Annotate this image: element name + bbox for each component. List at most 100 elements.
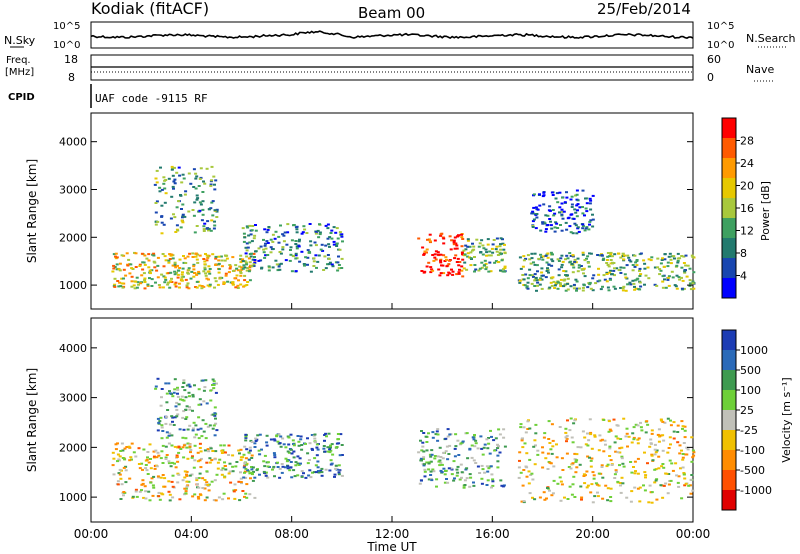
data-cell [645,420,649,423]
data-cell [588,202,592,205]
data-cell [581,212,585,215]
data-cell [647,258,651,261]
data-cell [143,485,147,488]
data-cell [439,461,443,464]
data-cell [198,254,202,257]
data-cell [666,492,670,495]
data-cell [328,451,332,454]
data-cell [429,455,433,458]
data-cell [186,484,190,487]
colorbar-tick-label: -1000 [740,484,772,497]
data-cell [202,400,206,403]
data-cell [244,457,248,460]
data-cell [137,283,140,286]
data-cell [654,479,658,482]
data-cell [247,270,251,273]
data-cell [161,444,165,447]
data-cell [426,238,429,241]
data-cell [488,250,492,253]
data-cell [278,268,282,271]
data-cell [197,270,201,273]
data-cell [573,452,577,455]
data-cell [446,458,450,461]
data-cell [605,465,609,468]
data-cell [588,252,591,255]
data-cell [214,257,218,260]
data-cell [250,471,254,474]
data-cell [661,449,665,452]
data-cell [199,403,203,406]
data-cell [548,209,552,212]
data-cell [666,265,670,268]
data-cell [277,265,281,268]
data-cell [155,269,159,272]
data-cell [581,227,585,230]
data-cell [690,474,694,476]
data-cell [198,209,202,212]
data-cell [591,218,595,221]
data-cell [273,454,277,456]
data-cell [213,277,217,280]
data-cell [535,213,539,215]
data-cell [489,429,492,432]
data-cell [659,484,663,487]
data-cell [213,414,217,417]
data-cell [209,389,213,392]
data-cell [613,253,617,256]
data-cell [460,269,464,272]
data-cell [658,273,662,276]
data-cell [314,441,317,444]
data-cell [650,501,654,504]
data-cell [589,491,593,494]
data-cell [185,284,189,287]
data-cell [175,454,179,457]
data-cell [215,216,219,218]
data-cell [483,443,487,446]
data-cell [141,479,145,482]
data-cell [292,456,296,459]
data-cell [628,281,632,284]
data-cell [150,285,154,287]
data-cell [220,469,224,472]
data-cell [678,452,682,455]
data-cell [118,455,122,458]
data-cell [472,484,476,487]
data-cell [556,227,560,229]
data-cell [315,446,319,449]
data-cell [144,490,148,493]
data-cell [589,208,593,211]
data-cell [548,205,552,208]
data-cell [606,252,610,254]
data-cell [442,272,446,275]
data-cell [188,252,192,255]
data-cell [689,492,693,495]
data-cell [210,201,214,204]
data-cell [675,274,679,277]
data-cell [574,261,578,264]
data-cell [559,278,563,281]
data-cell [681,425,685,428]
data-cell [662,439,666,442]
data-cell [522,255,526,258]
data-cell [175,408,179,411]
data-cell [589,459,593,462]
data-cell [419,439,422,442]
data-cell [625,427,629,430]
data-cell [164,422,168,425]
data-cell [301,231,305,234]
data-cell [165,415,169,418]
data-cell [284,259,288,262]
data-cell [248,266,252,269]
data-cell [193,493,197,496]
data-cell [125,252,129,255]
data-cell [189,182,193,185]
data-cell [147,266,151,269]
data-cell [526,420,530,423]
data-cell [241,258,245,261]
data-cell [691,456,695,459]
data-cell [291,255,295,258]
data-cell [524,431,528,434]
data-cell [257,247,261,250]
data-cell [172,187,175,190]
data-cell [262,248,266,251]
